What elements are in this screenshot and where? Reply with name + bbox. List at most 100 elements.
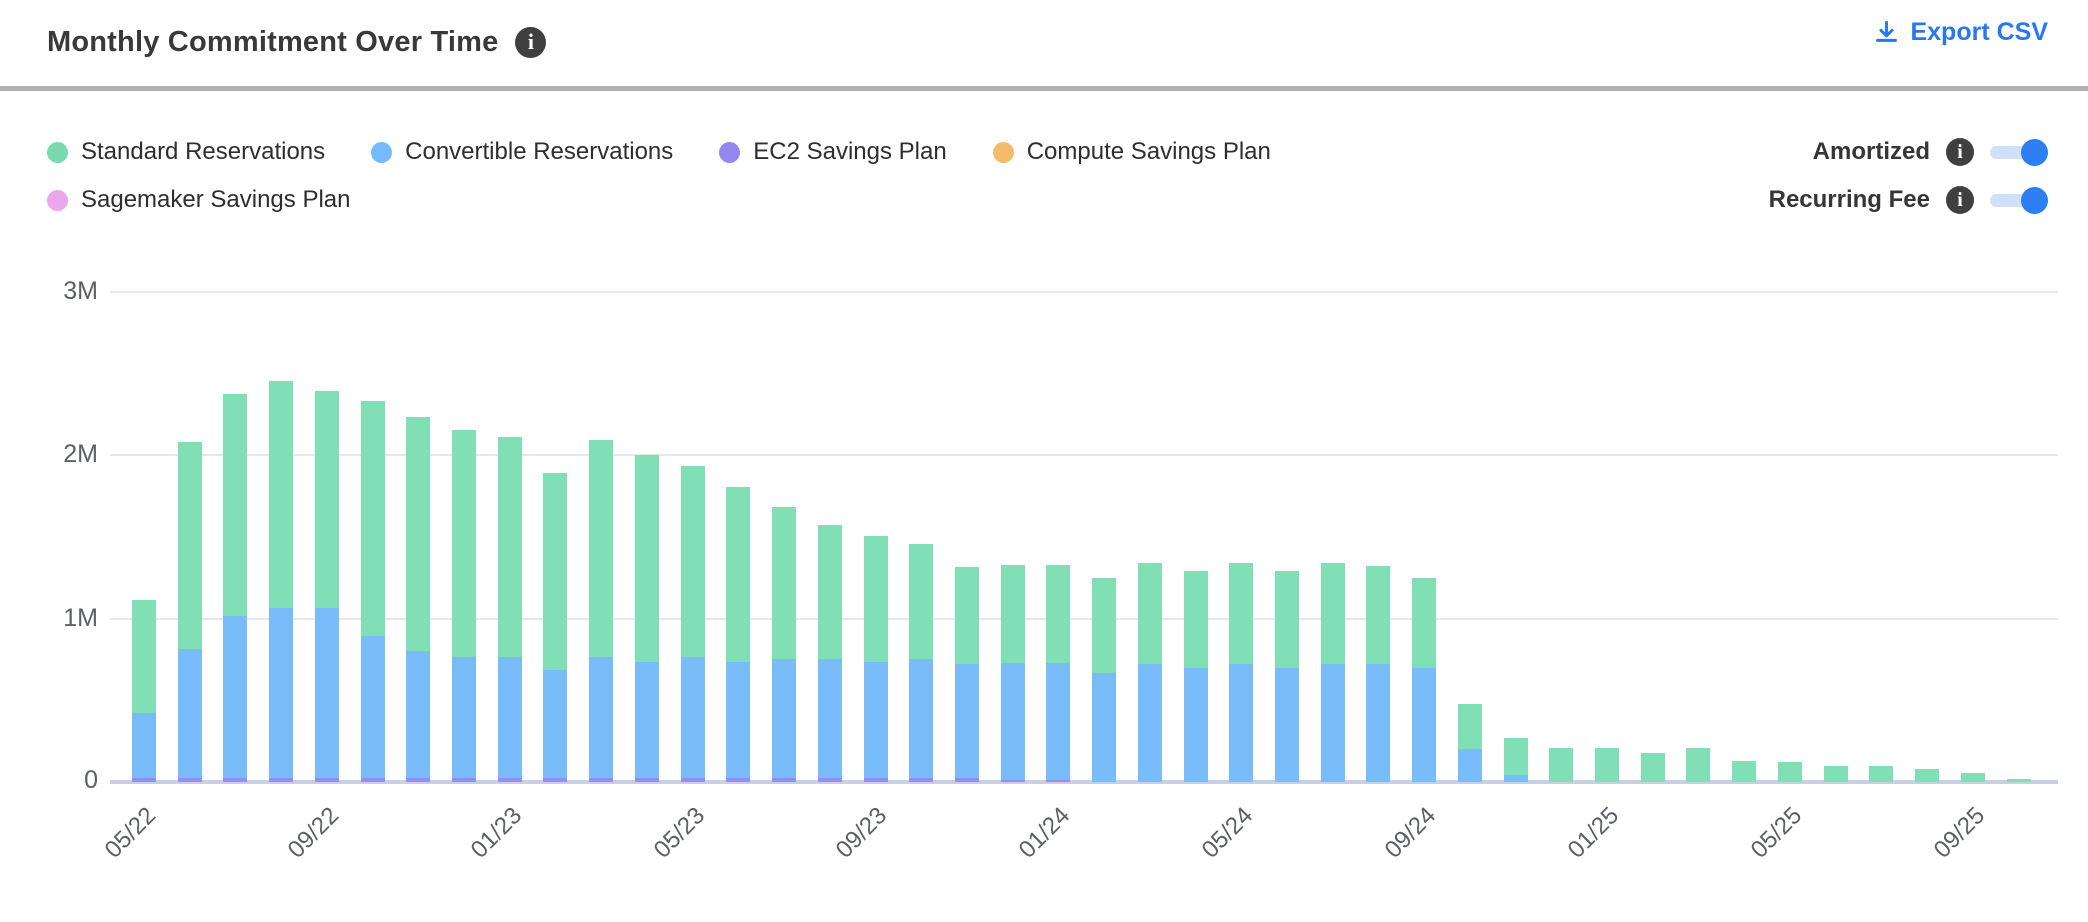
bar-segment — [497, 777, 522, 782]
x-axis-tick: 05/25 — [1745, 802, 1808, 864]
bar-segment — [1183, 667, 1208, 782]
bar-segment — [909, 777, 934, 782]
bar-09/25[interactable] — [1960, 773, 1985, 782]
bar-07/23[interactable] — [772, 506, 797, 782]
bar-12/23[interactable] — [1000, 564, 1025, 782]
x-axis-tick: 05/22 — [99, 802, 162, 864]
bar-10/22[interactable] — [360, 400, 385, 782]
title-info-icon[interactable]: i — [515, 26, 547, 58]
bar-07/22[interactable] — [223, 394, 248, 782]
legend-label: Sagemaker Savings Plan — [81, 186, 351, 213]
bar-01/24[interactable] — [1046, 564, 1071, 782]
legend-item-sagemaker-savings-plan[interactable]: Sagemaker Savings Plan — [47, 186, 350, 214]
bar-11/23[interactable] — [954, 567, 979, 782]
bar-segment — [1137, 563, 1162, 665]
bar-10/25[interactable] — [2006, 778, 2031, 782]
legend-item-compute-savings-plan[interactable]: Compute Savings Plan — [992, 138, 1271, 166]
y-axis-tick: 3M — [63, 277, 98, 305]
bar-segment — [132, 599, 156, 713]
bar-02/24[interactable] — [1092, 577, 1117, 782]
bar-03/23[interactable] — [589, 439, 614, 782]
legend-item-convertible-reservations[interactable]: Convertible Reservations — [371, 138, 673, 166]
bar-01/25[interactable] — [1595, 747, 1620, 782]
bar-06/25[interactable] — [1823, 765, 1848, 782]
bar-segment — [1640, 752, 1665, 782]
bar-02/23[interactable] — [543, 472, 568, 782]
bar-segment — [817, 777, 842, 782]
bar-segment — [1092, 577, 1117, 673]
bar-segment — [269, 777, 294, 782]
bar-10/24[interactable] — [1457, 703, 1482, 782]
recurring-fee-label: Recurring Fee — [1768, 186, 1930, 213]
bar-06/22[interactable] — [177, 441, 202, 782]
gridline-3m — [110, 291, 2058, 293]
x-axis-tick: 05/24 — [1196, 802, 1259, 864]
bar-segment — [726, 661, 751, 778]
bar-08/23[interactable] — [817, 524, 842, 782]
bar-segment — [1412, 667, 1437, 782]
bar-05/22[interactable] — [132, 599, 156, 782]
bar-segment — [2006, 778, 2031, 782]
bar-07/25[interactable] — [1869, 765, 1894, 782]
recurring-fee-info-icon[interactable]: i — [1946, 186, 1974, 214]
ec2-savings-plan-dot-icon — [719, 141, 741, 163]
bar-segment — [1046, 564, 1071, 663]
bar-04/23[interactable] — [634, 454, 659, 782]
amortized-info-icon[interactable]: i — [1946, 138, 1974, 166]
chart-legend: Standard Reservations Convertible Reserv… — [47, 130, 1447, 226]
bar-11/22[interactable] — [406, 417, 431, 782]
bar-01/23[interactable] — [497, 436, 522, 782]
bar-segment — [589, 777, 614, 782]
bar-segment — [1686, 747, 1711, 782]
bar-03/25[interactable] — [1686, 747, 1711, 782]
title-wrap: Monthly Commitment Over Time i — [47, 14, 547, 70]
amortized-label: Amortized — [1812, 138, 1930, 165]
bar-05/24[interactable] — [1229, 563, 1254, 782]
bar-segment — [726, 487, 751, 662]
y-axis-tick: 1M — [63, 604, 98, 632]
bar-segment — [772, 506, 797, 659]
bar-09/24[interactable] — [1412, 577, 1437, 782]
bar-04/24[interactable] — [1183, 571, 1208, 782]
bar-segment — [1046, 780, 1071, 782]
amortized-toggle-switch[interactable] — [1990, 138, 2048, 166]
bar-12/24[interactable] — [1549, 747, 1574, 782]
bar-12/22[interactable] — [452, 430, 477, 782]
bar-06/23[interactable] — [726, 487, 751, 782]
bar-07/24[interactable] — [1320, 563, 1345, 782]
bar-10/23[interactable] — [909, 544, 934, 782]
bar-03/24[interactable] — [1137, 563, 1162, 782]
chart-toggles: Amortized i Recurring Fee i — [1769, 130, 2048, 226]
bar-02/25[interactable] — [1640, 752, 1665, 782]
bar-segment — [954, 567, 979, 664]
bar-segment — [1000, 662, 1025, 781]
bar-08/22[interactable] — [269, 381, 294, 782]
bar-09/23[interactable] — [863, 536, 888, 782]
bar-segment — [589, 439, 614, 658]
bar-05/23[interactable] — [680, 466, 705, 782]
bar-segment — [1275, 667, 1299, 782]
bar-segment — [589, 657, 614, 778]
bar-segment — [314, 390, 339, 609]
bar-segment — [543, 670, 568, 778]
bar-08/24[interactable] — [1366, 566, 1391, 782]
bar-06/24[interactable] — [1275, 571, 1299, 782]
bar-segment — [1229, 563, 1254, 665]
legend-item-standard-reservations[interactable]: Standard Reservations — [47, 138, 325, 166]
recurring-fee-toggle-switch[interactable] — [1990, 186, 2048, 214]
bar-segment — [1000, 780, 1025, 782]
bar-segment — [497, 657, 522, 778]
bar-05/25[interactable] — [1777, 762, 1802, 782]
x-axis-baseline — [110, 780, 2058, 784]
legend-row-1: Standard Reservations Convertible Reserv… — [47, 130, 1447, 174]
bar-segment — [1412, 577, 1437, 668]
bar-segment — [1092, 672, 1117, 782]
bar-04/25[interactable] — [1732, 760, 1757, 782]
bar-09/22[interactable] — [314, 390, 339, 782]
bar-11/24[interactable] — [1503, 737, 1528, 782]
bar-08/25[interactable] — [1915, 768, 1940, 782]
export-csv-button[interactable]: Export CSV — [1873, 18, 2048, 47]
legend-item-ec2-savings-plan[interactable]: EC2 Savings Plan — [719, 138, 947, 166]
bar-segment — [954, 777, 979, 782]
